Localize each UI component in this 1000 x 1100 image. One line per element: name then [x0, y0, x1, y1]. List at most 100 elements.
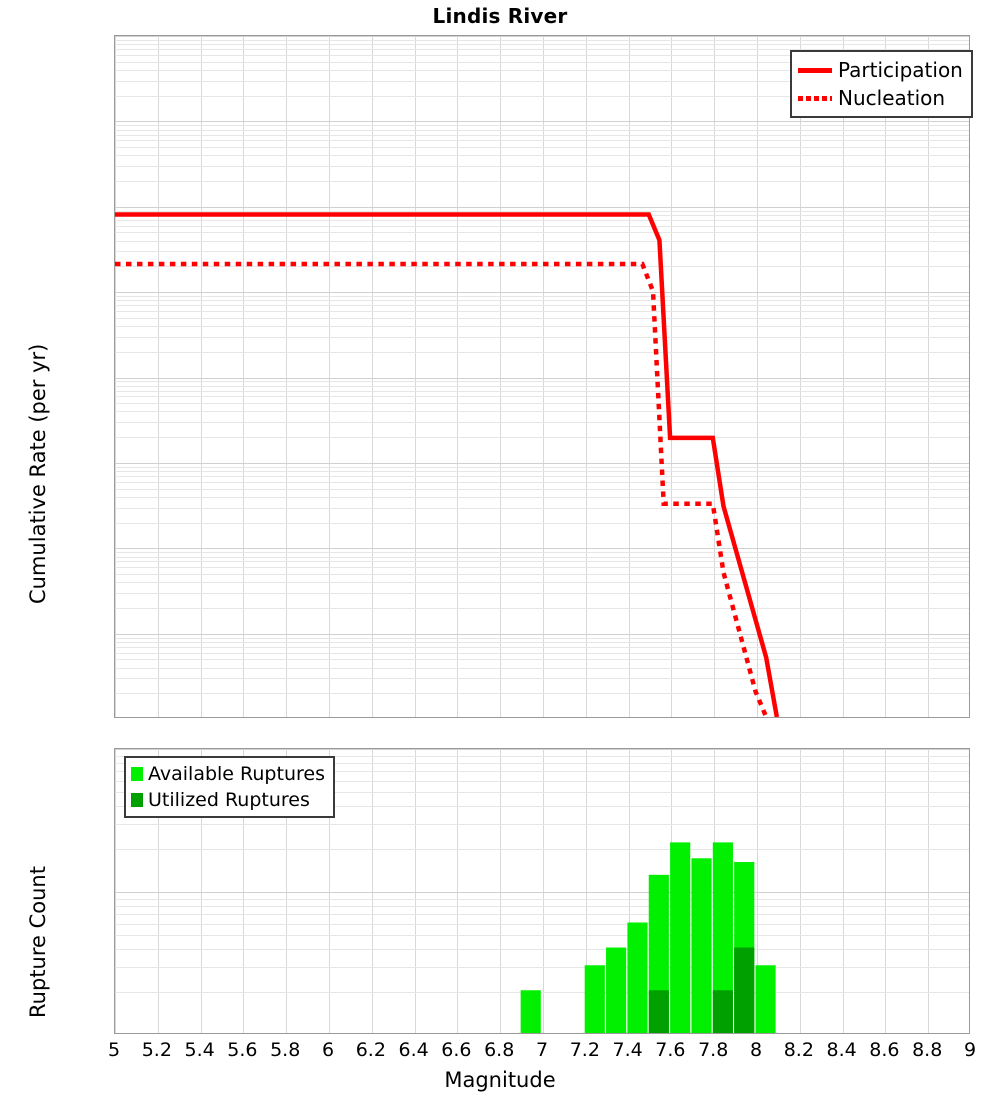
bar-available-ruptures	[627, 922, 648, 1033]
gridline-horizontal	[115, 805, 969, 807]
gridline-horizontal	[115, 147, 969, 149]
gridline-vertical	[200, 749, 202, 1033]
gridline-horizontal	[115, 125, 969, 127]
gridline-horizontal	[115, 548, 969, 550]
gridline-horizontal	[115, 377, 969, 379]
gridline-horizontal	[115, 36, 969, 37]
gridline-horizontal	[115, 792, 969, 794]
gridline-vertical	[371, 36, 373, 717]
gridline-horizontal	[115, 317, 969, 319]
legend-item-utilized-ruptures: Utilized Ruptures	[131, 787, 325, 813]
gridline-horizontal	[115, 336, 969, 338]
legend-label-nucleation: Nucleation	[838, 86, 946, 110]
gridline-horizontal	[115, 240, 969, 242]
x-tick-label: 6	[321, 1039, 335, 1061]
gridline-horizontal	[115, 935, 969, 937]
participation-line-icon	[798, 62, 832, 78]
gridline-horizontal	[115, 749, 969, 750]
gridline-vertical	[200, 36, 202, 717]
gridline-vertical	[799, 36, 801, 717]
gridline-vertical	[842, 749, 844, 1033]
gridline-horizontal	[115, 49, 969, 51]
gridline-horizontal	[115, 396, 969, 398]
gridline-vertical	[157, 749, 159, 1033]
gridline-vertical	[115, 36, 116, 717]
gridline-horizontal	[115, 771, 969, 773]
gridline-horizontal	[115, 39, 969, 41]
gridline-vertical	[543, 36, 544, 717]
gridline-vertical	[500, 36, 502, 717]
x-tick-label: 5.4	[184, 1039, 215, 1061]
gridline-horizontal	[115, 476, 969, 478]
gridline-vertical	[329, 749, 330, 1033]
x-tick-label: 5.6	[227, 1039, 258, 1061]
gridline-horizontal	[115, 54, 969, 56]
gridline-horizontal	[115, 390, 969, 392]
gridline-horizontal	[115, 892, 969, 893]
gridline-horizontal	[115, 556, 969, 558]
x-tick-label: 7.2	[569, 1039, 600, 1061]
bottom-y-tick-labels: 1021011007427428	[0, 0, 108, 1100]
gridline-horizontal	[115, 633, 969, 635]
gridline-horizontal	[115, 667, 969, 669]
x-tick-label: 8	[749, 1039, 763, 1061]
gridline-horizontal	[115, 210, 969, 212]
utilized-ruptures-swatch-icon	[131, 793, 143, 807]
available-ruptures-swatch-icon	[131, 767, 143, 781]
top-gridlines	[115, 36, 969, 717]
gridline-horizontal	[115, 466, 969, 468]
gridline-vertical	[286, 749, 288, 1033]
x-tick-label: 8.4	[826, 1039, 857, 1061]
top-plot-area	[114, 35, 970, 718]
gridline-horizontal	[115, 573, 969, 575]
gridline-horizontal	[115, 296, 969, 298]
gridline-horizontal	[115, 206, 969, 208]
x-tick-label: 8.8	[912, 1039, 943, 1061]
gridline-horizontal	[115, 522, 969, 524]
gridline-horizontal	[115, 166, 969, 168]
gridline-horizontal	[115, 422, 969, 424]
bar-available-ruptures	[606, 947, 627, 1033]
bottom-gridlines	[115, 749, 969, 1033]
gridline-vertical	[500, 749, 502, 1033]
x-tick-label: 5.2	[141, 1039, 172, 1061]
gridline-vertical	[414, 36, 416, 717]
gridline-horizontal	[115, 678, 969, 680]
gridline-horizontal	[115, 95, 969, 97]
nucleation-line-icon	[798, 90, 832, 106]
gridline-horizontal	[115, 121, 969, 123]
gridline-horizontal	[115, 462, 969, 464]
legend-label-participation: Participation	[838, 58, 963, 82]
gridline-horizontal	[115, 181, 969, 183]
gridline-vertical	[757, 749, 758, 1033]
gridline-horizontal	[115, 567, 969, 569]
gridline-horizontal	[115, 780, 969, 782]
gridline-horizontal	[115, 646, 969, 648]
gridline-vertical	[414, 749, 416, 1033]
gridline-vertical	[799, 749, 801, 1033]
gridline-vertical	[457, 749, 459, 1033]
gridline-horizontal	[115, 641, 969, 643]
gridline-vertical	[243, 749, 245, 1033]
bar-available-ruptures	[520, 990, 541, 1033]
top-series-layer	[115, 212, 780, 717]
gridline-horizontal	[115, 44, 969, 46]
bar-available-ruptures	[712, 842, 733, 1033]
gridline-vertical	[457, 36, 459, 717]
gridline-horizontal	[115, 637, 969, 639]
gridline-horizontal	[115, 129, 969, 131]
x-tick-label: 8.2	[783, 1039, 814, 1061]
gridline-horizontal	[115, 381, 969, 383]
gridline-vertical	[243, 36, 245, 717]
x-tick-label: 9	[963, 1039, 977, 1061]
gridline-horizontal	[115, 219, 969, 221]
gridline-vertical	[371, 749, 373, 1033]
gridline-horizontal	[115, 311, 969, 313]
legend-item-participation: Participation	[798, 56, 963, 84]
x-tick-label: 7	[535, 1039, 549, 1061]
gridline-horizontal	[115, 403, 969, 405]
gridline-horizontal	[115, 140, 969, 142]
bottom-bars-layer	[520, 842, 776, 1033]
x-tick-label: 6.2	[355, 1039, 386, 1061]
gridline-vertical	[928, 36, 930, 717]
